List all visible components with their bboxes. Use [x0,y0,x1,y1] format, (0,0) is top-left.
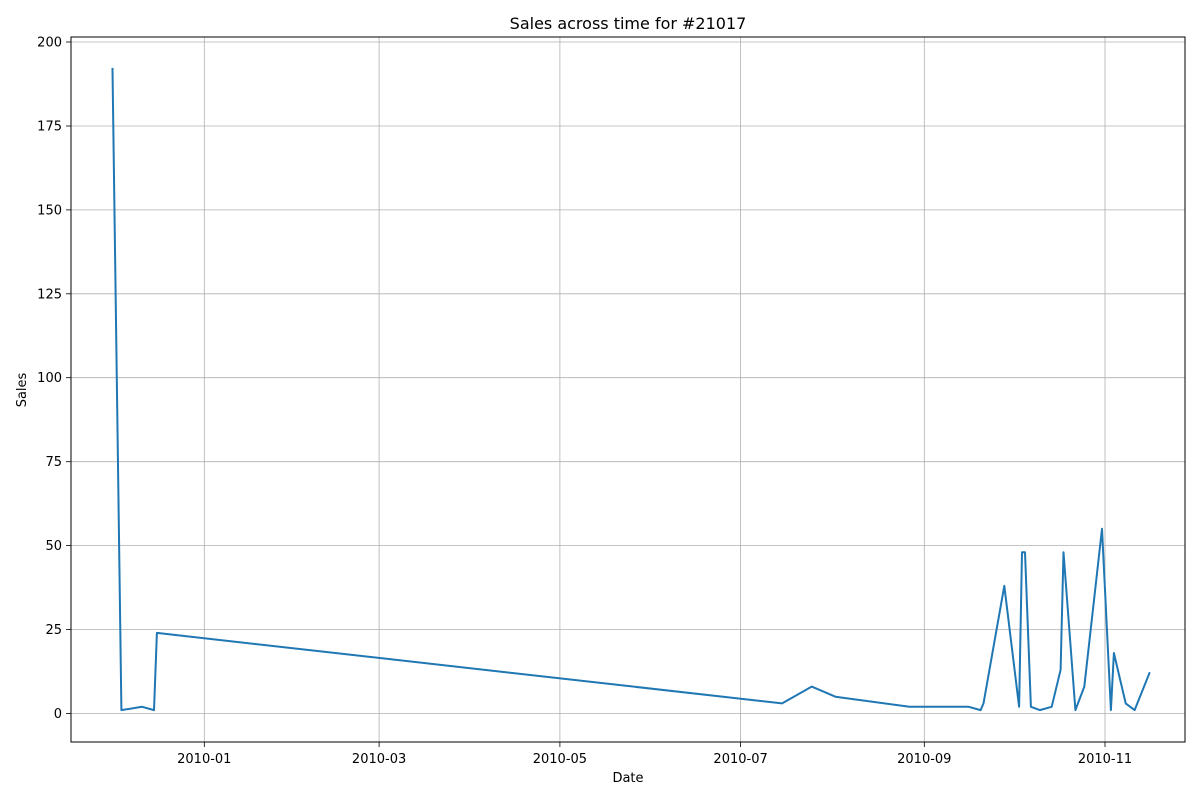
y-axis-label: Sales [15,372,30,407]
y-tick-label: 100 [37,371,62,386]
x-tick-label: 2010-05 [533,752,587,767]
axis-ticks: 2010-01 2010-03 2010-05 2010-07 2010-09 2010-… [37,36,1132,768]
y-tick-label: 75 [45,455,62,470]
x-tick-label: 2010-03 [352,752,406,767]
x-tick-label: 2010-11 [1078,752,1132,767]
x-tick-label: 2010-09 [897,752,951,767]
y-tick-label: 125 [37,287,62,302]
x-axis-label: Date [612,771,643,786]
y-tick-label: 0 [54,707,62,722]
chart-title: Sales across time for #21017 [510,14,747,33]
y-tick-label: 150 [37,203,62,218]
y-tick-label: 175 [37,120,62,135]
series-line-group [111,67,1151,712]
plot-frame [70,36,1186,743]
sales-series-line [111,67,1151,712]
y-tick-label: 25 [45,623,62,638]
y-tick-label: 200 [37,36,62,51]
x-tick-label: 2010-07 [713,752,767,767]
y-tick-label: 50 [45,539,62,554]
grid-lines [71,37,1185,742]
x-tick-label: 2010-01 [177,752,231,767]
